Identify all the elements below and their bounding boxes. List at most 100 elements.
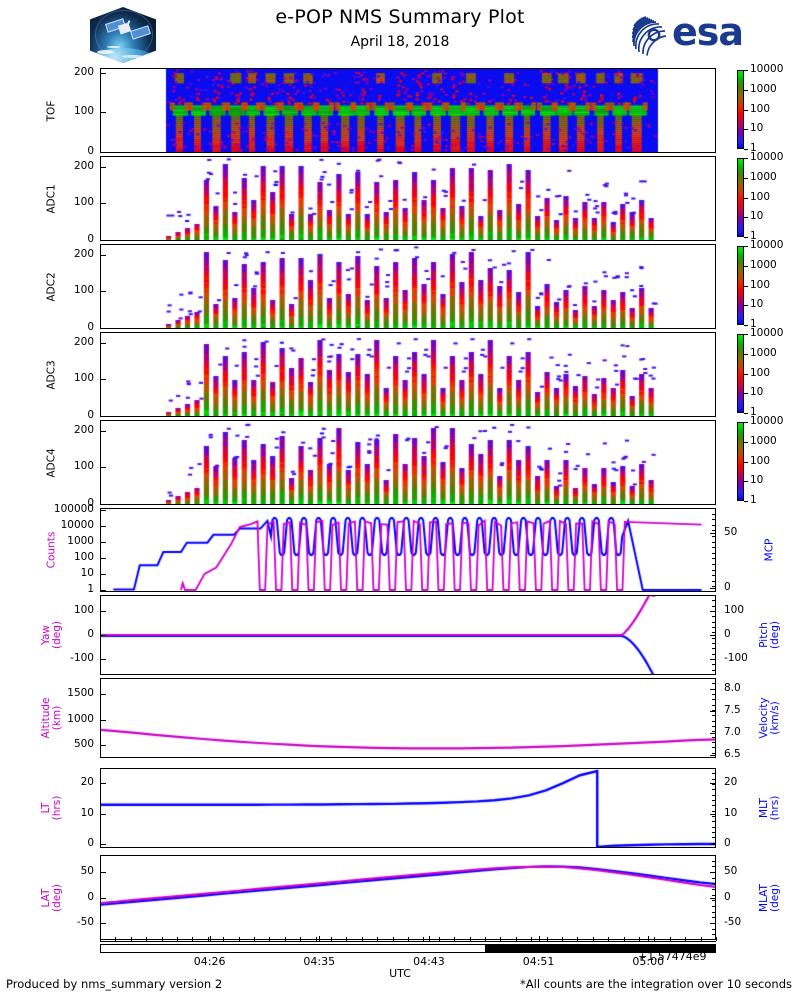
y-axis-label-adc4: ADC4 xyxy=(45,447,58,478)
axis-tick xyxy=(712,805,715,806)
x-tick-label-0: 04:26 xyxy=(193,955,226,968)
axis-tick xyxy=(712,827,715,828)
colorbar-tick-label-tof-2: 100 xyxy=(750,102,771,115)
y-tick-label-adc4-0: 0 xyxy=(87,496,94,509)
y-tick-label-right-yaw-pitch-1: 0 xyxy=(724,628,731,640)
axis-tick xyxy=(712,900,715,901)
axis-tick xyxy=(712,514,715,515)
x-minor-tick-37 xyxy=(670,937,671,941)
colorbar-tick-adc2-1 xyxy=(744,266,748,267)
plot-header: CASSIOPE e-POP NMS Summary Plot April 18… xyxy=(0,0,800,66)
x-minor-tick-38 xyxy=(685,937,686,941)
colorbar-tick-label-adc3-2: 100 xyxy=(750,366,771,379)
x-minor-tick-10 xyxy=(254,937,255,941)
axis-tick xyxy=(101,379,106,380)
axis-tick xyxy=(712,632,715,633)
axis-tick xyxy=(712,747,715,748)
x-minor-tick-6 xyxy=(192,937,193,941)
axis-tick xyxy=(101,203,106,204)
axis-tick xyxy=(710,783,715,784)
axis-tick xyxy=(712,616,715,617)
colorbar-tick-label-adc3-0: 10000 xyxy=(750,327,784,339)
axis-tick xyxy=(101,558,106,559)
x-minor-tick-9 xyxy=(239,937,240,941)
y-tick-label-right-lat-mlat-2: 50 xyxy=(724,865,738,877)
panel-adc2 xyxy=(100,244,716,329)
y-tick-label-adc2-1: 100 xyxy=(73,284,94,297)
panel-content-yaw-pitch xyxy=(101,596,715,674)
y-tick-label-lat-mlat-2: 50 xyxy=(80,865,94,877)
colorbar-tick-label-adc2-2: 100 xyxy=(750,278,771,291)
x-minor-tick-23 xyxy=(454,937,455,941)
colorbar-tick-label-adc4-2: 100 xyxy=(750,454,771,467)
axis-tick xyxy=(712,726,715,727)
colorbar-tick-tof-3 xyxy=(744,129,748,130)
axis-tick xyxy=(712,564,715,565)
y-tick-label-adc1-0: 0 xyxy=(87,232,94,245)
axis-tick xyxy=(712,648,715,649)
axis-tick xyxy=(712,530,715,531)
axis-tick xyxy=(712,883,715,884)
panel-lt-mlt xyxy=(100,768,716,848)
y-tick-label-right-lt-mlt-1: 10 xyxy=(724,806,738,819)
axis-tick xyxy=(712,837,715,838)
y-tick-label-lat-mlat-0: -50 xyxy=(76,916,94,928)
axis-tick xyxy=(712,843,715,844)
colorbar-tick-adc4-0 xyxy=(744,422,748,423)
axis-tick xyxy=(712,654,715,655)
counts-mcp-traces xyxy=(101,509,715,591)
x-minor-tick-13 xyxy=(300,937,301,941)
axis-tick xyxy=(712,929,715,930)
colorbar-adc4 xyxy=(737,422,744,501)
axis-tick xyxy=(101,590,106,591)
axis-tick xyxy=(101,291,106,292)
y-tick-label-adc3-2: 200 xyxy=(73,335,94,348)
colorbar-tof xyxy=(737,70,744,149)
axis-tick xyxy=(712,611,715,612)
axis-tick xyxy=(101,574,106,575)
yaw-pitch-traces xyxy=(101,596,715,674)
y-tick-label-right-counts-mcp-1: 50 xyxy=(724,526,738,539)
y-tick-label-adc3-0: 0 xyxy=(87,408,94,421)
panel-content-adc2 xyxy=(101,245,715,328)
x-tick-label-2: 04:43 xyxy=(413,955,445,968)
colorbar-adc2 xyxy=(737,246,744,325)
colorbar-tick-adc4-4 xyxy=(744,501,748,502)
axis-tick xyxy=(712,586,715,587)
axis-tick xyxy=(712,866,715,867)
x-minor-tick-28 xyxy=(531,937,532,941)
x-minor-tick-24 xyxy=(470,937,471,941)
colorbar-tick-label-adc2-3: 10 xyxy=(750,298,764,311)
y-tick-label-altitude-velocity-2: 1500 xyxy=(67,687,94,700)
y-tick-label-adc3-1: 100 xyxy=(73,372,94,385)
x-minor-tick-20 xyxy=(408,937,409,941)
colorbar-tick-tof-2 xyxy=(744,110,748,111)
axis-tick xyxy=(101,240,106,241)
y-tick-label-counts-mcp-1: 10 xyxy=(80,567,94,580)
axis-tick xyxy=(712,816,715,817)
axis-tick xyxy=(712,525,715,526)
axis-tick xyxy=(712,542,715,543)
x-tick-1 xyxy=(319,936,320,942)
y-axis-label-lat-mlat: LAT (deg) xyxy=(40,883,63,912)
axis-tick xyxy=(712,872,715,873)
adc4-spectrogram xyxy=(101,421,715,504)
colorbar-tick-label-tof-4: 1 xyxy=(750,142,757,154)
axis-tick xyxy=(712,821,715,822)
y-tick-label-lt-mlt-2: 20 xyxy=(80,776,94,789)
y-axis-label-adc1: ADC1 xyxy=(45,183,58,214)
y-tick-label-altitude-velocity-1: 1000 xyxy=(67,712,94,725)
x-minor-tick-31 xyxy=(577,937,578,941)
y-tick-label-right-altitude-velocity-0: 6.5 xyxy=(724,748,741,761)
y-axis-label-adc2: ADC2 xyxy=(45,271,58,302)
axis-tick xyxy=(712,600,715,601)
axis-tick xyxy=(712,638,715,639)
x-minor-tick-19 xyxy=(393,937,394,941)
panel-content-tof xyxy=(101,69,715,152)
y-tick-label-tof-1: 100 xyxy=(73,105,94,118)
colorbar-tick-adc4-3 xyxy=(744,481,748,482)
colorbar-tick-label-adc4-4: 1 xyxy=(750,494,757,506)
y-tick-label-right-altitude-velocity-2: 7.5 xyxy=(724,704,741,717)
colorbar-tick-label-adc1-3: 10 xyxy=(750,210,764,223)
y-tick-label-lt-mlt-0: 0 xyxy=(87,837,94,849)
